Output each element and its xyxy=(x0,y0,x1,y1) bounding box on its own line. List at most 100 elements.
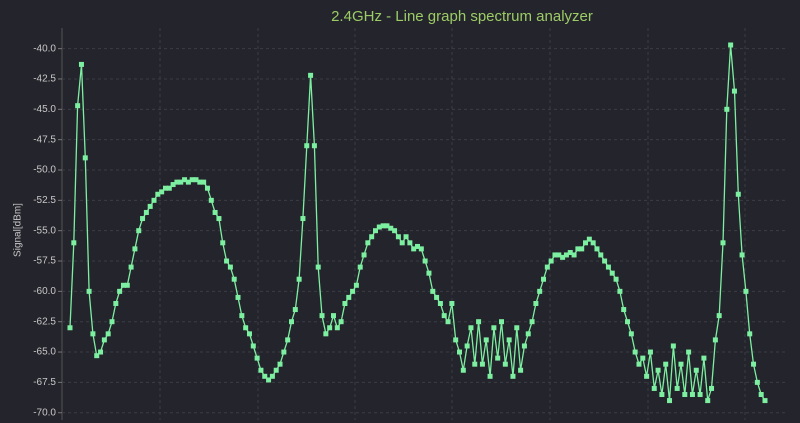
point xyxy=(533,300,539,306)
point xyxy=(353,282,359,288)
y-tick-label: -60.0 xyxy=(33,286,56,297)
point xyxy=(632,349,638,355)
point xyxy=(701,355,707,361)
point xyxy=(174,179,180,185)
point xyxy=(476,319,482,325)
point xyxy=(514,325,520,331)
y-tick-label: -57.5 xyxy=(33,256,56,267)
point xyxy=(365,240,371,246)
y-tick-label: -70.0 xyxy=(33,407,56,418)
point xyxy=(281,349,287,355)
point xyxy=(499,319,505,325)
point xyxy=(151,197,157,203)
point xyxy=(705,398,711,404)
point xyxy=(418,246,424,252)
point xyxy=(162,185,168,191)
point xyxy=(483,337,489,343)
point xyxy=(78,61,84,67)
point xyxy=(403,234,409,240)
point xyxy=(193,177,199,183)
point xyxy=(739,252,745,258)
point xyxy=(227,264,233,270)
point xyxy=(204,185,210,191)
point xyxy=(140,216,146,222)
point xyxy=(308,72,314,78)
point xyxy=(334,325,340,331)
point xyxy=(71,240,77,246)
point xyxy=(75,103,81,109)
point xyxy=(82,155,88,161)
point xyxy=(395,234,401,240)
point xyxy=(330,313,336,319)
point xyxy=(105,331,111,337)
point xyxy=(319,313,325,319)
point xyxy=(625,319,631,325)
point xyxy=(178,179,184,185)
point xyxy=(369,234,375,240)
point xyxy=(250,343,256,349)
point xyxy=(262,373,268,379)
point xyxy=(724,106,730,112)
point xyxy=(361,252,367,258)
chart-title: 2.4GHz - Line graph spectrum analyzer xyxy=(331,8,593,25)
point xyxy=(464,343,470,349)
point xyxy=(323,331,329,337)
point xyxy=(231,276,237,282)
point xyxy=(143,209,149,215)
point xyxy=(124,282,130,288)
point xyxy=(491,325,497,331)
point xyxy=(521,343,527,349)
point xyxy=(651,385,657,391)
point xyxy=(292,307,298,313)
point xyxy=(751,361,757,367)
point xyxy=(216,216,222,222)
point xyxy=(544,264,550,270)
point xyxy=(235,294,241,300)
point xyxy=(709,385,715,391)
y-tick-label: -45.0 xyxy=(33,104,56,115)
point xyxy=(613,276,619,282)
point xyxy=(90,331,96,337)
point xyxy=(445,319,451,325)
point xyxy=(667,398,673,404)
point xyxy=(94,353,100,359)
point xyxy=(67,325,73,331)
point xyxy=(109,319,115,325)
point xyxy=(208,197,214,203)
point xyxy=(346,294,352,300)
y-tick-label: -62.5 xyxy=(33,316,56,327)
point xyxy=(147,203,153,209)
point xyxy=(716,313,722,319)
point xyxy=(117,288,123,294)
point xyxy=(693,367,699,373)
point xyxy=(388,225,394,231)
point xyxy=(712,337,718,343)
point xyxy=(376,224,382,230)
point xyxy=(537,288,543,294)
point xyxy=(552,252,558,258)
point xyxy=(273,367,279,373)
point xyxy=(315,264,321,270)
point xyxy=(598,252,604,258)
point xyxy=(372,228,378,234)
point xyxy=(506,337,512,343)
point xyxy=(296,276,302,282)
point xyxy=(277,361,283,367)
point xyxy=(605,264,611,270)
point xyxy=(743,288,749,294)
point xyxy=(518,367,524,373)
point xyxy=(754,379,760,385)
point xyxy=(86,288,92,294)
point xyxy=(735,191,741,197)
point xyxy=(342,300,348,306)
point xyxy=(136,228,142,234)
point xyxy=(556,252,562,258)
point xyxy=(201,179,207,185)
point xyxy=(166,185,172,191)
point xyxy=(487,373,493,379)
point xyxy=(434,294,440,300)
point xyxy=(197,179,203,185)
point xyxy=(101,337,107,343)
point xyxy=(609,270,615,276)
y-tick-label: -42.5 xyxy=(33,74,56,85)
